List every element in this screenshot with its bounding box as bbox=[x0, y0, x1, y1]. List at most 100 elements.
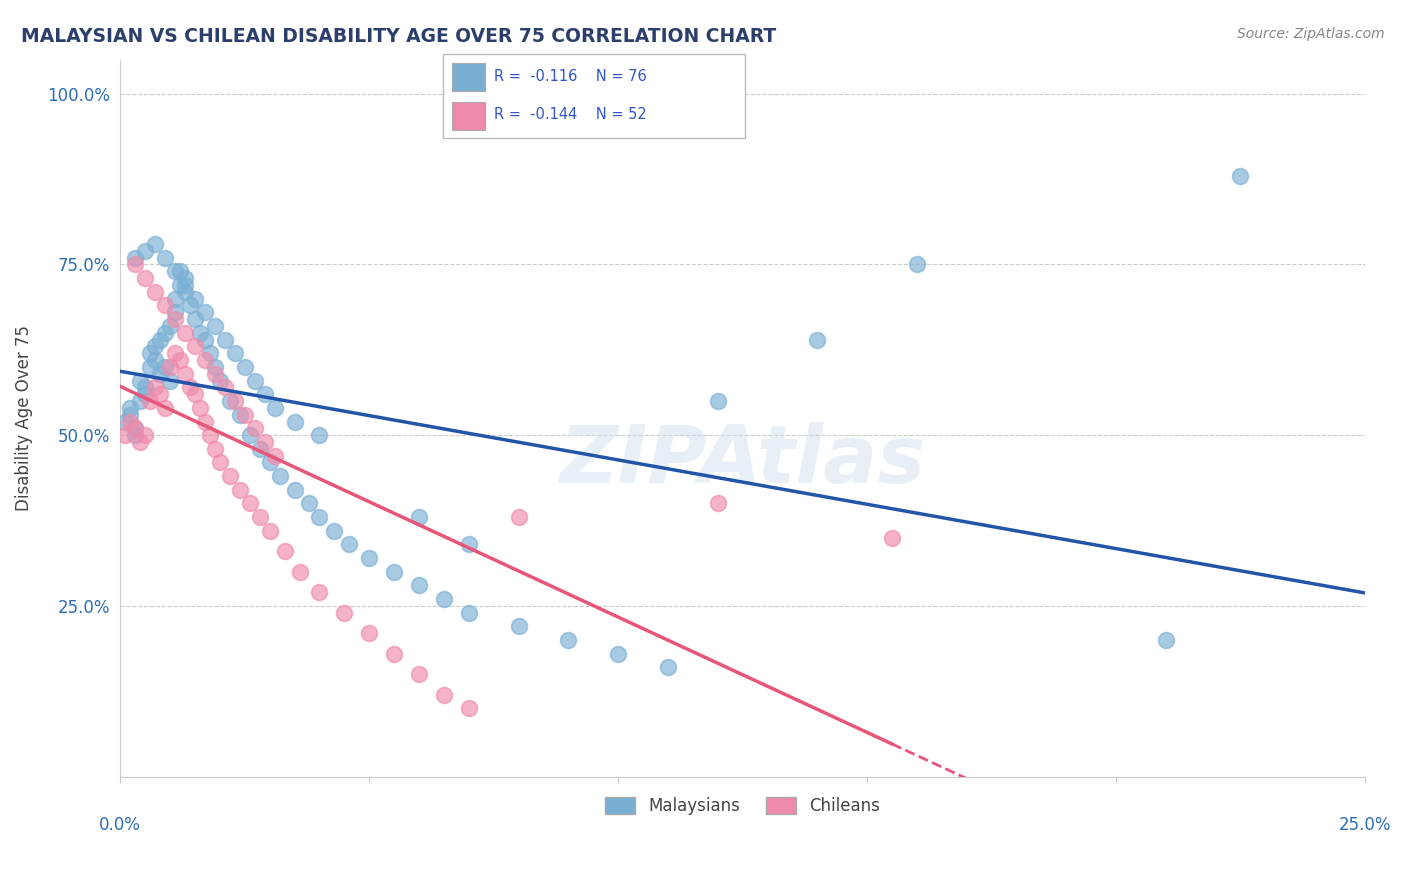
Point bbox=[159, 318, 181, 333]
Point bbox=[174, 326, 197, 340]
Point bbox=[243, 421, 266, 435]
Point bbox=[283, 415, 305, 429]
Point bbox=[174, 367, 197, 381]
Text: 0.0%: 0.0% bbox=[100, 816, 141, 834]
Point bbox=[508, 619, 530, 633]
Point bbox=[198, 428, 221, 442]
Point bbox=[194, 415, 217, 429]
Point bbox=[1154, 633, 1177, 648]
Point bbox=[298, 496, 321, 510]
Point bbox=[249, 442, 271, 456]
Point bbox=[143, 237, 166, 252]
Point bbox=[218, 394, 240, 409]
Point bbox=[124, 428, 146, 442]
Point bbox=[165, 305, 187, 319]
Point bbox=[259, 455, 281, 469]
Point bbox=[308, 585, 330, 599]
Point bbox=[253, 387, 276, 401]
Point bbox=[124, 421, 146, 435]
Point bbox=[169, 277, 191, 292]
Point bbox=[214, 380, 236, 394]
Point bbox=[174, 285, 197, 299]
Point bbox=[508, 510, 530, 524]
Point bbox=[165, 292, 187, 306]
Point bbox=[143, 380, 166, 394]
Point bbox=[457, 701, 479, 715]
Point bbox=[124, 421, 146, 435]
Point bbox=[1229, 169, 1251, 183]
Point bbox=[139, 346, 162, 360]
Point bbox=[243, 374, 266, 388]
Point bbox=[359, 551, 381, 566]
Point bbox=[159, 374, 181, 388]
Point bbox=[143, 339, 166, 353]
Point bbox=[204, 318, 226, 333]
Point bbox=[153, 326, 176, 340]
Point bbox=[208, 374, 231, 388]
Point bbox=[149, 367, 172, 381]
Point bbox=[253, 435, 276, 450]
Point bbox=[382, 565, 405, 579]
Point bbox=[239, 428, 262, 442]
Point bbox=[198, 346, 221, 360]
Point bbox=[204, 442, 226, 456]
Point bbox=[139, 394, 162, 409]
Point bbox=[263, 401, 285, 415]
Point bbox=[408, 510, 430, 524]
Point bbox=[184, 292, 207, 306]
Point bbox=[124, 257, 146, 271]
Point bbox=[283, 483, 305, 497]
Point bbox=[139, 359, 162, 374]
Point bbox=[239, 496, 262, 510]
FancyBboxPatch shape bbox=[443, 54, 745, 138]
Point bbox=[179, 380, 201, 394]
Text: R =  -0.144    N = 52: R = -0.144 N = 52 bbox=[495, 107, 647, 122]
Point bbox=[224, 394, 246, 409]
Point bbox=[165, 312, 187, 326]
Point bbox=[233, 408, 256, 422]
Point bbox=[143, 353, 166, 368]
Point bbox=[129, 374, 152, 388]
Point bbox=[153, 401, 176, 415]
Point bbox=[308, 428, 330, 442]
Point bbox=[134, 380, 156, 394]
Point bbox=[149, 387, 172, 401]
Point bbox=[408, 578, 430, 592]
Point bbox=[194, 333, 217, 347]
Point bbox=[233, 359, 256, 374]
Point bbox=[607, 647, 630, 661]
Point bbox=[134, 387, 156, 401]
Point bbox=[159, 359, 181, 374]
Point bbox=[433, 592, 456, 607]
Point bbox=[657, 660, 679, 674]
Point bbox=[120, 408, 142, 422]
Point bbox=[169, 353, 191, 368]
Text: 25.0%: 25.0% bbox=[1339, 816, 1391, 834]
Point bbox=[288, 565, 311, 579]
Point bbox=[880, 531, 903, 545]
Point bbox=[194, 353, 217, 368]
Point bbox=[706, 496, 728, 510]
Point bbox=[124, 251, 146, 265]
Point bbox=[263, 449, 285, 463]
Point bbox=[259, 524, 281, 538]
Text: ZIPAtlas: ZIPAtlas bbox=[560, 422, 925, 500]
Point bbox=[706, 394, 728, 409]
Point bbox=[433, 688, 456, 702]
Point bbox=[169, 264, 191, 278]
Point bbox=[359, 626, 381, 640]
Point bbox=[249, 510, 271, 524]
Point bbox=[120, 401, 142, 415]
Point bbox=[149, 333, 172, 347]
Point bbox=[188, 326, 211, 340]
Point bbox=[208, 455, 231, 469]
Point bbox=[129, 435, 152, 450]
Point bbox=[204, 359, 226, 374]
Point bbox=[204, 367, 226, 381]
Point bbox=[457, 537, 479, 551]
Text: R =  -0.116    N = 76: R = -0.116 N = 76 bbox=[495, 70, 647, 85]
Point bbox=[129, 394, 152, 409]
Point bbox=[188, 401, 211, 415]
Point bbox=[120, 415, 142, 429]
Point bbox=[153, 251, 176, 265]
